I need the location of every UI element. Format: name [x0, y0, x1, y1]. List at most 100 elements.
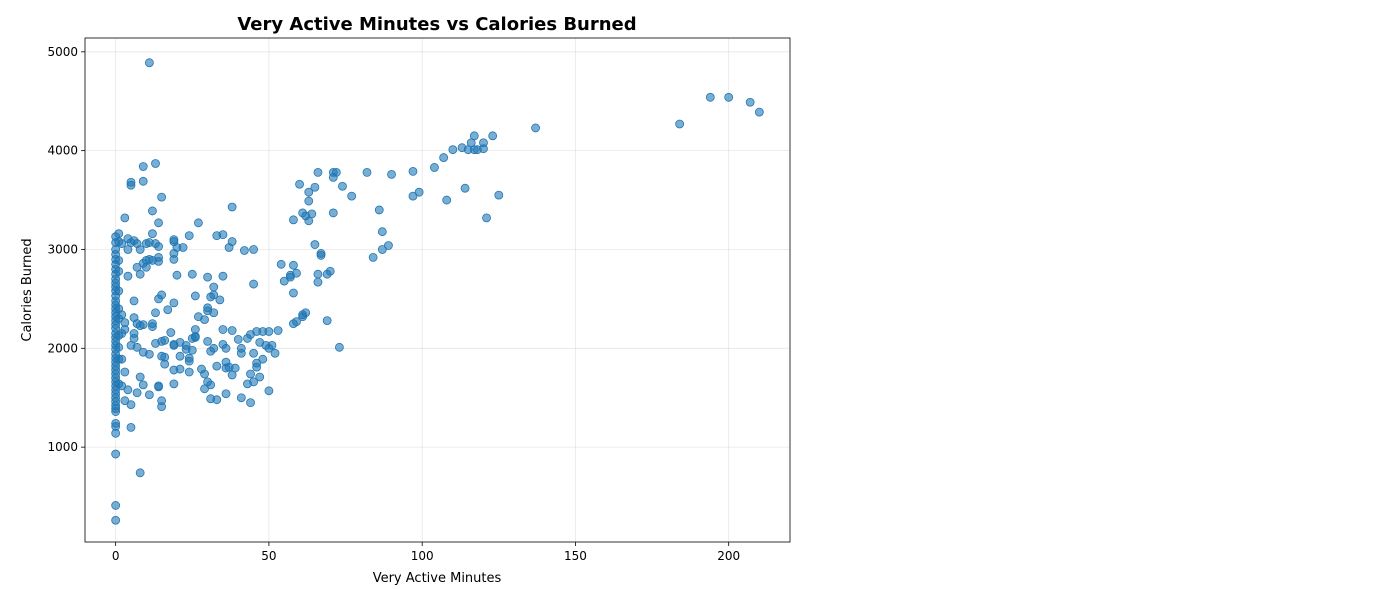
data-point [203, 336, 213, 346]
data-point [304, 187, 314, 197]
data-point [304, 196, 314, 206]
data-point [120, 213, 130, 223]
data-point [316, 251, 326, 260]
data-point [184, 231, 194, 241]
data-point [705, 92, 715, 102]
data-point [200, 369, 209, 379]
data-point [322, 316, 332, 326]
y-tick-label: 1000 [47, 440, 78, 454]
data-point [209, 282, 219, 292]
data-point [157, 290, 167, 300]
data-point [209, 308, 219, 318]
data-point [408, 167, 418, 176]
data-point [151, 159, 160, 168]
data-point [249, 245, 258, 254]
data-point [387, 169, 396, 179]
y-tick-label: 5000 [47, 45, 78, 59]
data-point [230, 363, 240, 373]
data-point [148, 206, 157, 216]
data-point [163, 305, 173, 315]
data-point [111, 515, 121, 525]
data-point [178, 243, 188, 252]
data-point [239, 246, 249, 255]
data-point [120, 367, 130, 377]
data-point [460, 183, 470, 193]
data-point [292, 317, 301, 327]
plot-frame [84, 37, 791, 543]
data-point [218, 271, 228, 281]
data-point [233, 335, 243, 344]
x-axis-label: Very Active Minutes [373, 571, 502, 586]
data-point [129, 334, 139, 343]
data-point [267, 340, 277, 350]
data-point [338, 181, 347, 191]
chart-title: Very Active Minutes vs Calories Burned [237, 14, 636, 35]
data-point [212, 395, 222, 405]
data-point [175, 364, 185, 374]
data-point [313, 277, 323, 287]
data-point [227, 326, 237, 335]
data-point [114, 255, 124, 265]
data-point [144, 58, 154, 68]
data-point [448, 145, 458, 155]
data-point [307, 209, 317, 219]
data-point [126, 180, 136, 190]
data-point [184, 356, 194, 366]
data-point [160, 335, 170, 345]
data-point [377, 245, 387, 254]
data-point [120, 325, 130, 334]
y-tick-label: 2000 [47, 341, 78, 355]
data-point [313, 269, 323, 279]
data-point [301, 308, 311, 318]
x-tick-label: 0 [112, 549, 120, 563]
data-point [246, 398, 255, 408]
data-point [328, 208, 338, 218]
data-point [236, 393, 246, 403]
y-axis-label: Calories Burned [20, 238, 35, 341]
data-point [218, 325, 228, 334]
data-point [200, 315, 209, 325]
y-tick-label: 4000 [47, 144, 78, 158]
data-point [154, 242, 163, 251]
data-point [144, 390, 154, 400]
data-point [203, 272, 213, 282]
data-point [123, 271, 133, 281]
data-point [249, 377, 258, 387]
data-point [151, 308, 160, 318]
data-point [184, 367, 194, 377]
data-point [154, 256, 163, 266]
data-point [114, 342, 124, 352]
data-point [144, 349, 154, 359]
data-point [252, 362, 262, 372]
data-point [384, 241, 393, 250]
data-point [135, 468, 145, 478]
data-point [414, 187, 424, 197]
data-point [209, 290, 219, 300]
data-point [129, 296, 139, 306]
data-point [442, 195, 452, 205]
data-point [236, 348, 246, 358]
data-point [292, 268, 301, 278]
data-point [227, 202, 237, 212]
data-point [172, 270, 182, 280]
data-point [218, 230, 228, 240]
data-point [469, 131, 479, 141]
data-point [295, 179, 304, 189]
data-point [126, 400, 136, 410]
x-tick-label: 50 [261, 549, 276, 563]
x-tick-label: 200 [717, 549, 740, 563]
data-point [138, 162, 148, 171]
data-point [169, 379, 179, 389]
data-point [249, 348, 258, 358]
data-point [111, 501, 121, 510]
data-point [123, 385, 133, 395]
x-tick-label: 100 [411, 549, 434, 563]
data-point [494, 190, 504, 200]
data-point [138, 176, 148, 186]
data-point [157, 402, 167, 412]
x-axis-ticks: 0 50 100 150 200 [112, 542, 740, 563]
data-point [754, 107, 764, 117]
data-point [313, 167, 323, 177]
x-tick-label: 150 [564, 549, 587, 563]
